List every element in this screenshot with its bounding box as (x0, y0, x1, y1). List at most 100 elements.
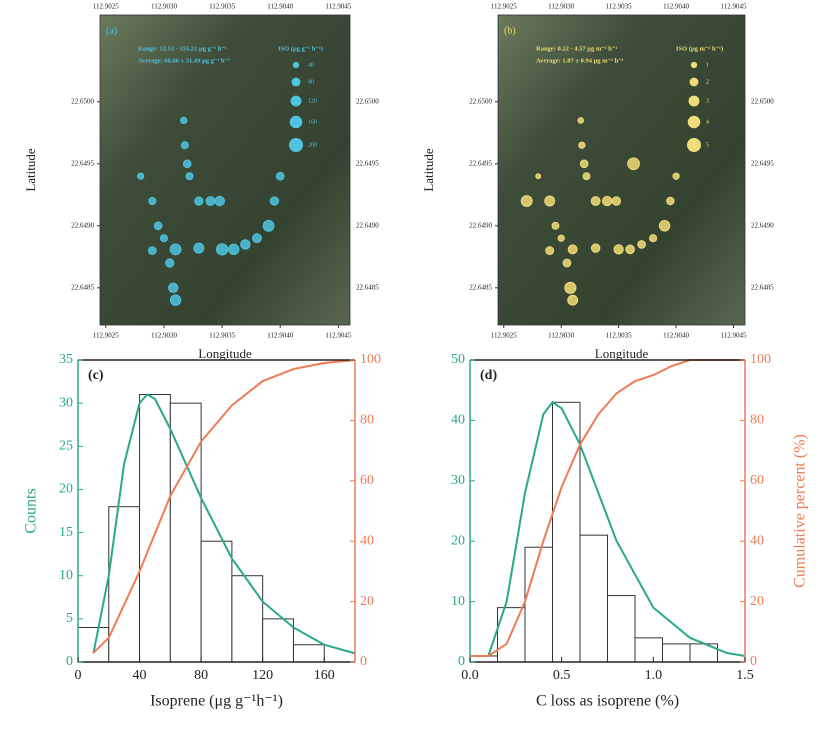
y-tick-label: 25 (59, 439, 73, 454)
bubble (590, 243, 601, 253)
y-tick-label: 22.6495 (469, 159, 492, 167)
y-tick-label-right: 22.6485 (356, 283, 379, 291)
bubble (185, 172, 194, 181)
y-tick-label: 30 (451, 473, 465, 488)
y2-tick-label: 40 (750, 533, 764, 548)
annotation: Range: 12.53 - 155.21 μg g⁻¹ h⁻¹ (138, 45, 227, 52)
y-tick-label: 30 (59, 395, 73, 410)
x-tick-label: 1.5 (736, 668, 754, 683)
bubble (252, 233, 262, 244)
bubble (148, 197, 157, 205)
bubble (169, 294, 182, 306)
bubble (215, 243, 229, 256)
y-tick-label: 20 (59, 482, 73, 497)
bubble (564, 281, 577, 294)
histogram-bar (634, 637, 663, 663)
histogram-bar (552, 401, 581, 663)
y2-tick-label: 100 (360, 352, 381, 367)
histogram-bar (77, 626, 110, 663)
bubble (137, 172, 145, 180)
bubble (182, 159, 192, 169)
y-tick-label: 15 (59, 525, 73, 540)
x-tick-label: 112.9040 (663, 332, 689, 340)
y-tick-label: 22.6495 (71, 159, 94, 167)
y2-tick-label: 0 (750, 654, 757, 669)
size-legend-label: 120 (308, 98, 317, 104)
size-legend-bubble (289, 115, 303, 129)
y-tick-label-right: 22.6495 (751, 159, 774, 167)
y-tick-label-right: 22.6500 (751, 97, 774, 105)
bubble (147, 246, 157, 255)
bubble (577, 117, 585, 124)
bubble (562, 258, 572, 268)
x-axis-label: C loss as isoprene (%) (536, 693, 679, 710)
y-tick-label: 0 (66, 654, 73, 669)
y-tick-label: 22.6485 (71, 283, 94, 291)
x-tick-label: 0.0 (461, 668, 479, 683)
size-legend-bubble (690, 61, 698, 69)
x-tick-label: 112.9030 (151, 332, 177, 340)
x-tick-label-top: 112.9030 (151, 3, 177, 11)
size-legend-label: 5 (706, 142, 709, 148)
bubble (535, 173, 542, 180)
y-tick-label-right: 22.6495 (356, 159, 379, 167)
cumulative-curve (92, 359, 356, 654)
bubble (637, 240, 646, 249)
bubble (205, 196, 216, 206)
bubble (578, 141, 586, 149)
histogram-bar (262, 618, 294, 663)
bubble (275, 171, 285, 181)
x-tick-label: 0 (75, 668, 82, 683)
y2-tick-label: 100 (750, 352, 771, 367)
size-legend-title: ISO (μg g⁻¹ h⁻¹) (278, 45, 323, 52)
y-tick-label-right: 22.6485 (751, 283, 774, 291)
panel-label: (d) (480, 368, 497, 383)
x-tick-label: 80 (194, 668, 208, 683)
size-legend-bubble (687, 138, 701, 152)
bubble (567, 294, 579, 306)
histogram-bar (231, 575, 264, 663)
bubble (228, 243, 240, 256)
y-tick-label: 35 (59, 352, 73, 367)
y2-tick-label: 40 (360, 533, 374, 548)
x-tick-label-top: 112.9045 (325, 3, 351, 11)
x-tick-label: 1.0 (645, 668, 663, 683)
y-tick-label: 5 (66, 611, 73, 626)
bubble (625, 244, 635, 255)
y-tick-label: 22.6485 (469, 283, 492, 291)
bubble (590, 196, 601, 206)
y2-tick-label: 20 (750, 594, 764, 609)
y2-axis-label: Cumulative percent (%) (792, 434, 809, 588)
bubble (545, 246, 555, 256)
bubble (240, 239, 251, 250)
histogram-bar (607, 595, 636, 663)
x-tick-label-top: 112.9025 (491, 3, 517, 11)
x-tick-label: 0.5 (553, 668, 571, 683)
bubble (153, 221, 163, 231)
size-legend-label: 3 (706, 98, 709, 104)
x-tick-label: 160 (314, 668, 335, 683)
bubble (672, 172, 680, 180)
panel-label: (a) (106, 25, 117, 36)
y-axis-label: Counts (23, 488, 40, 533)
histogram-bar (662, 643, 691, 663)
map-background (498, 15, 745, 325)
y2-tick-label: 0 (360, 654, 367, 669)
x-tick-label: 112.9025 (491, 332, 517, 340)
size-legend-bubble (290, 95, 302, 107)
size-legend-label: 4 (706, 119, 709, 125)
bubble (520, 195, 533, 207)
size-legend-title: ISO (μg m⁻² h⁻¹) (676, 45, 723, 52)
y2-tick-label: 60 (360, 473, 374, 488)
size-legend-label: 1 (706, 62, 709, 68)
y-tick-label: 0 (458, 654, 465, 669)
size-legend-bubble (689, 77, 699, 87)
fit-curve (92, 393, 356, 655)
x-axis-label: Isoprene (μg g⁻¹h⁻¹) (150, 693, 283, 710)
y-tick-label: 10 (59, 568, 73, 583)
bubble (649, 234, 658, 243)
size-legend-bubble (688, 95, 700, 107)
bubble (262, 219, 275, 232)
x-tick-label-top: 112.9030 (548, 3, 574, 11)
size-legend-label: 2 (706, 79, 709, 85)
